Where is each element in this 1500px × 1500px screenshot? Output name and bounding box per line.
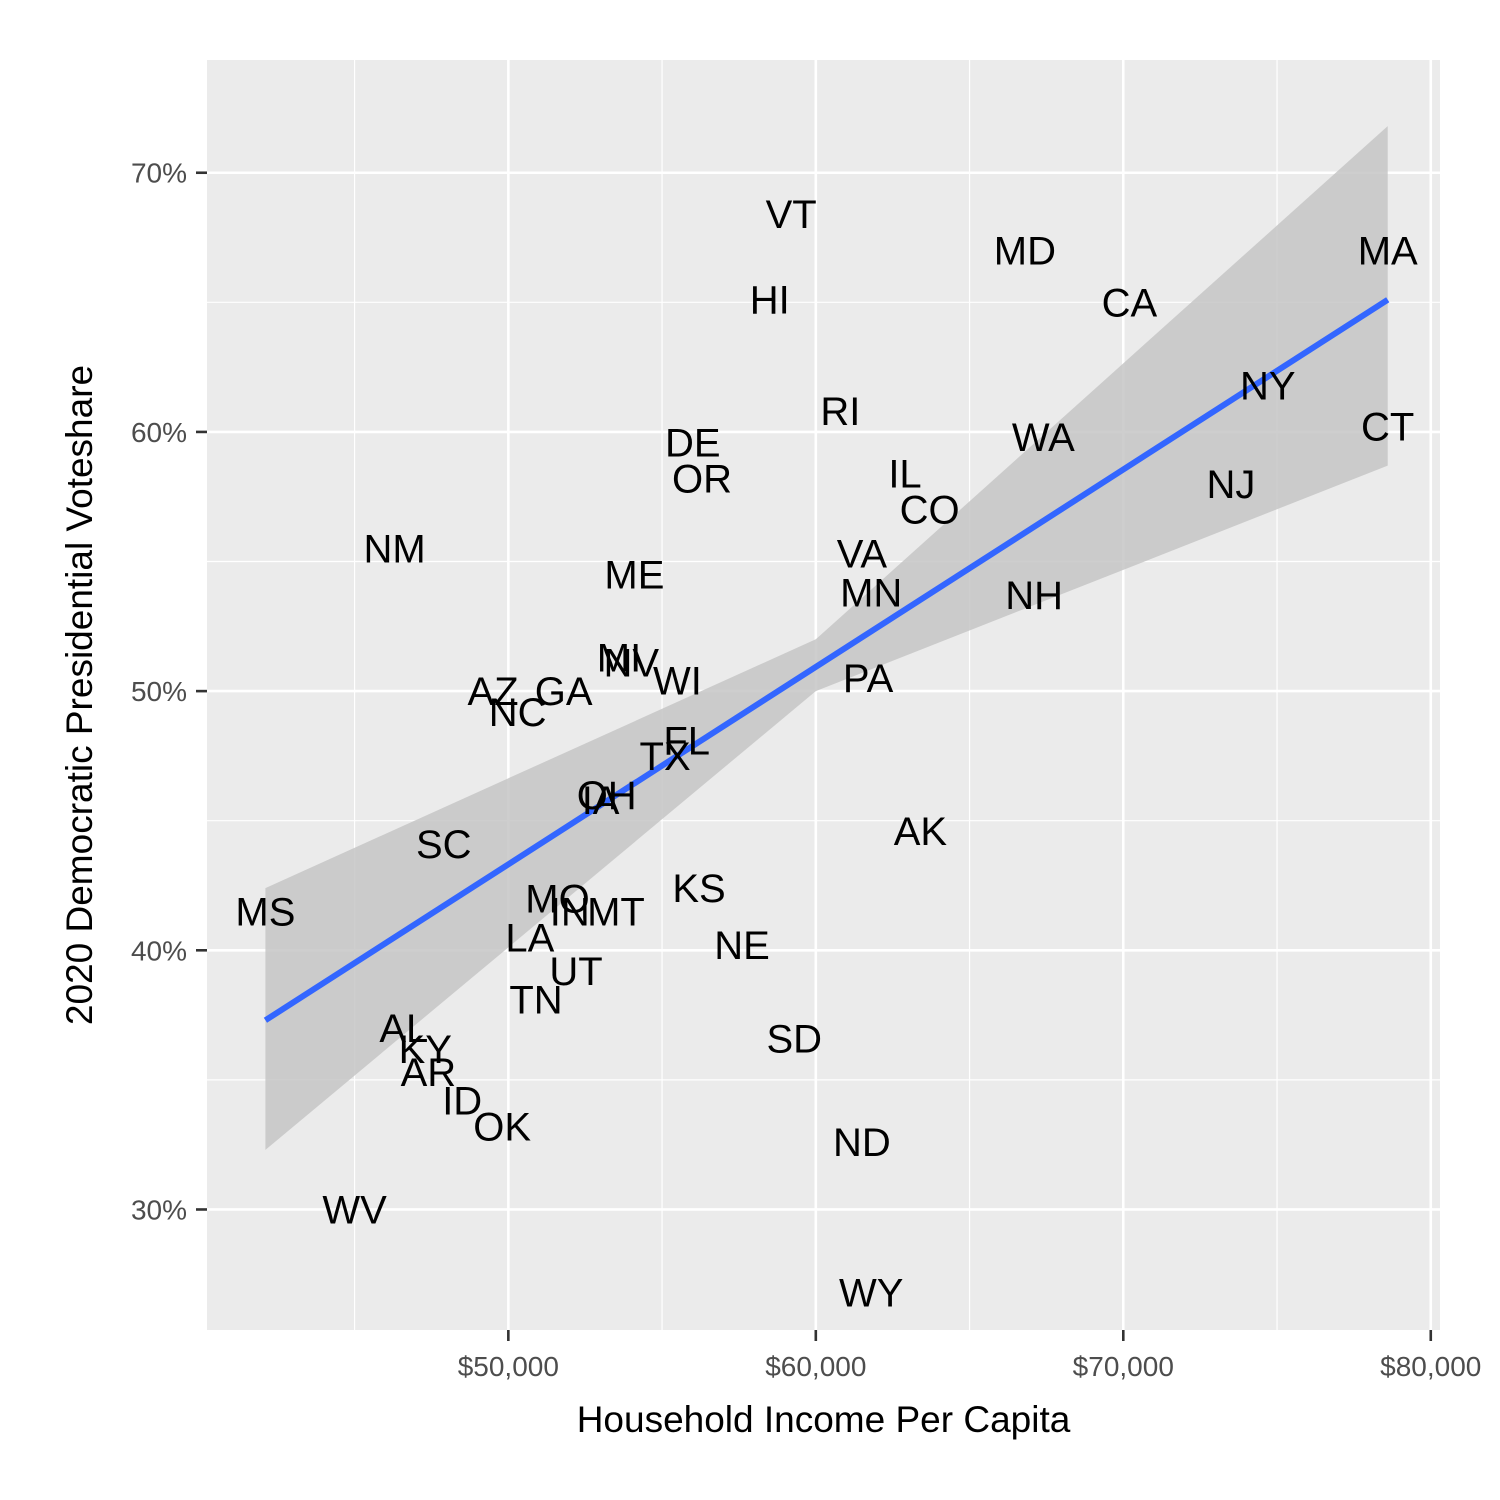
state-label-nj: NJ (1206, 463, 1255, 507)
trend-line (263, 297, 1390, 1023)
state-label-md: MD (994, 230, 1056, 274)
state-label-nm: NM (363, 528, 425, 572)
state-label-la: LA (505, 916, 554, 960)
state-label-wa: WA (1012, 416, 1075, 460)
state-label-co: CO (900, 489, 960, 533)
state-label-sc: SC (416, 823, 472, 867)
x-tick-label: $50,000 (458, 1351, 559, 1382)
state-label-nc: NC (489, 691, 547, 735)
y-axis: 30% 40% 50% 60% 70% (131, 158, 207, 1225)
state-label-de: DE (665, 421, 721, 465)
x-tick-label: $60,000 (765, 1351, 866, 1382)
state-label-mn: MN (840, 572, 902, 616)
state-label-tx: TX (640, 735, 691, 779)
state-label-me: ME (604, 554, 664, 598)
state-label-mo: MO (525, 878, 589, 922)
state-label-az: AZ (467, 670, 518, 714)
state-label-id: ID (442, 1080, 482, 1124)
x-axis: $50,000 $60,000 $70,000 $80,000 (458, 1330, 1481, 1382)
state-label-ma: MA (1358, 230, 1418, 274)
state-label-mi: MI (597, 636, 641, 680)
state-label-ok: OK (473, 1106, 531, 1150)
state-label-al: AL (379, 1007, 428, 1051)
state-label-wv: WV (322, 1189, 387, 1233)
state-label-nh: NH (1005, 574, 1063, 618)
state-label-vt: VT (766, 193, 817, 237)
y-tick-label: 60% (131, 417, 187, 448)
state-label-fl: FL (663, 719, 710, 763)
state-label-ak: AK (894, 810, 948, 854)
state-label-ia: IA (582, 779, 620, 823)
state-label-ri: RI (820, 390, 860, 434)
y-tick-label: 50% (131, 676, 187, 707)
state-label-hi: HI (750, 279, 790, 323)
state-label-ks: KS (672, 867, 725, 911)
y-axis-title: 2020 Democratic Presidential Voteshare (59, 365, 100, 1025)
y-tick-label: 40% (131, 935, 187, 966)
state-label-ar: AR (401, 1051, 457, 1095)
state-label-nd: ND (833, 1121, 891, 1165)
state-label-nv: NV (604, 642, 660, 686)
state-label-pa: PA (843, 657, 894, 701)
state-label-mt: MT (587, 890, 645, 934)
state-label-or: OR (672, 458, 732, 502)
x-tick-label: $70,000 (1073, 1351, 1174, 1382)
state-label-oh: OH (577, 774, 637, 818)
x-tick-label: $80,000 (1380, 1351, 1481, 1382)
confidence-band (265, 126, 1388, 1150)
state-label-ut: UT (549, 950, 602, 994)
state-label-tn: TN (509, 979, 562, 1023)
state-label-ga: GA (535, 670, 593, 714)
x-axis-title: Household Income Per Capita (577, 1399, 1071, 1440)
y-tick-label: 30% (131, 1194, 187, 1225)
state-label-sd: SD (767, 1017, 823, 1061)
state-label-il: IL (888, 452, 921, 496)
state-label-ky: KY (399, 1028, 452, 1072)
state-label-ny: NY (1240, 364, 1296, 408)
state-label-in: IN (550, 890, 590, 934)
state-label-ca: CA (1102, 281, 1158, 325)
state-label-ne: NE (714, 924, 770, 968)
state-label-wy: WY (839, 1271, 903, 1315)
state-label-wi: WI (653, 660, 702, 704)
state-label-ms: MS (235, 890, 295, 934)
state-label-va: VA (837, 533, 888, 577)
y-tick-label: 70% (131, 158, 187, 189)
state-label-ct: CT (1361, 406, 1414, 450)
